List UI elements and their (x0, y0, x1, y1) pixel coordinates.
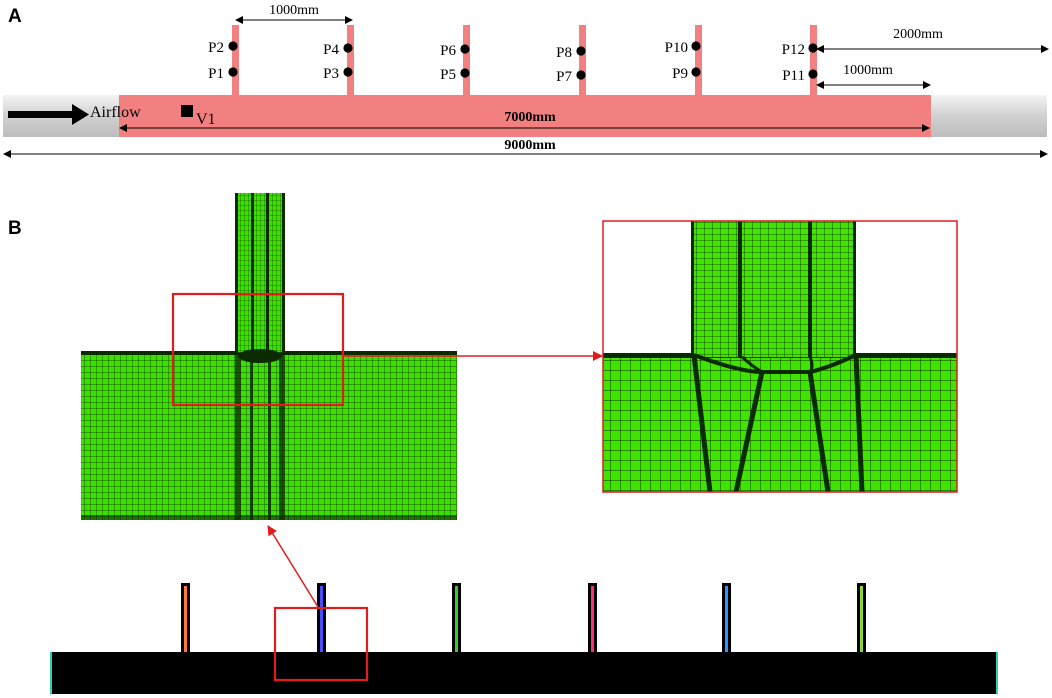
probe-dot (691, 67, 701, 77)
velocity-probe-marker (181, 105, 193, 117)
probe-label-upper: P6 (440, 43, 456, 59)
probe-dot (343, 67, 353, 77)
highlight-box-overview (171, 292, 345, 407)
probe-label-lower: P7 (556, 69, 572, 85)
airflow-arrow (8, 104, 89, 125)
probe-labels: P2 P1 P4 P3 P6 P5 P8 P7 P10 P9 P12 P11 (208, 40, 805, 85)
probe-dot (808, 43, 818, 53)
highlight-box-geometry (273, 606, 369, 682)
outlet-pipe (695, 25, 702, 95)
mesh-overview (81, 193, 457, 520)
mesh-pipe-region (235, 193, 285, 353)
probe-points (228, 41, 818, 80)
mesh-zoom (602, 220, 958, 493)
dim-pink-label: 7000mm (504, 110, 556, 125)
probe-label-lower: P9 (672, 66, 688, 82)
probe-dot (576, 46, 586, 56)
panel-b: B (8, 193, 998, 694)
geometry-duct (51, 652, 998, 694)
geometry-pipes (181, 583, 866, 653)
outlet-pipe (463, 25, 470, 95)
probe-label-upper: P4 (323, 42, 339, 58)
probe-label-upper: P10 (665, 40, 688, 56)
probe-label-lower: P1 (208, 66, 224, 82)
probe-dot (808, 69, 818, 79)
probe-label-upper: P2 (208, 40, 224, 56)
dim-total-label: 9000mm (504, 138, 556, 153)
outlet-pipe (810, 25, 817, 95)
outlet-pipe (232, 25, 239, 95)
panel-a: A P2 (3, 3, 1049, 158)
probe-label-upper: P12 (782, 42, 805, 58)
probe-label-upper: P8 (556, 45, 572, 61)
outlet-pipe (347, 25, 354, 95)
geometry-connector-arrow (267, 525, 319, 608)
probe-dot (576, 70, 586, 80)
probe-dot (460, 44, 470, 54)
probe-dot (460, 68, 470, 78)
probe-label-lower: P5 (440, 67, 456, 83)
probe-dot (691, 41, 701, 51)
zoom-border (602, 220, 958, 493)
dim-outlet-far-label: 2000mm (893, 27, 943, 42)
zoom-pipe-region (691, 221, 856, 357)
panel-b-letter: B (8, 218, 22, 239)
full-geometry-view (50, 583, 998, 694)
outlet-pipe (579, 25, 586, 95)
airflow-label: Airflow (90, 104, 141, 121)
dim-outlet-near-label: 1000mm (843, 63, 893, 78)
outlet-pipes (232, 25, 817, 95)
probe-dot (228, 67, 238, 77)
panel-a-letter: A (8, 6, 22, 27)
zoom-duct-region (603, 355, 957, 492)
probe-label-lower: P3 (323, 66, 339, 82)
probe-dot (343, 43, 353, 53)
velocity-probe-label: V1 (196, 111, 216, 128)
probe-dot (228, 41, 238, 51)
dim-spacing-label: 1000mm (269, 3, 319, 18)
probe-label-lower: P11 (782, 68, 805, 84)
